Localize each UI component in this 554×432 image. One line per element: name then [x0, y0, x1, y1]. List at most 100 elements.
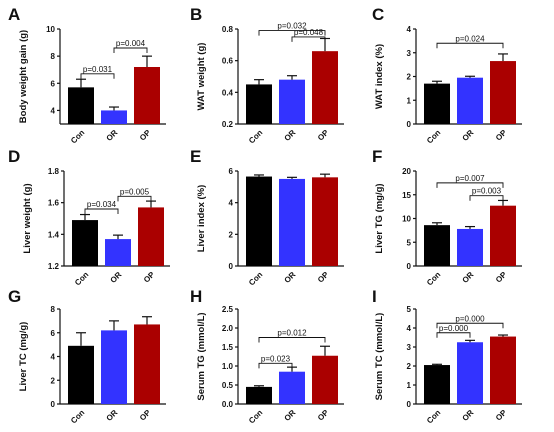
bar-con: [68, 87, 94, 124]
bar-con: [72, 220, 98, 266]
y-tick-label: 1.2: [48, 262, 60, 271]
bar-or: [101, 110, 127, 124]
panel-f: F Liver TG (mg/g) 0 5 10 15 20 Con OR OP p=0.007 p=…: [372, 147, 522, 287]
p-value-label: p=0.034: [87, 200, 117, 209]
category-label-con: Con: [69, 408, 86, 425]
panel-letter: G: [8, 287, 21, 306]
p-value-label: p=0.000: [439, 324, 469, 333]
y-tick-label: 1.8: [48, 167, 60, 176]
y-tick-label: 4: [51, 353, 56, 362]
y-tick-label: 1: [407, 381, 412, 390]
p-value-label: p=0.005: [120, 187, 150, 196]
y-tick-label: 0.0: [222, 400, 234, 409]
bar-op: [134, 67, 160, 124]
bar-or: [279, 178, 305, 266]
category-label-con: Con: [69, 128, 86, 145]
bar-op: [490, 336, 516, 404]
bar-con: [246, 386, 272, 404]
category-label-op: OP: [316, 408, 331, 423]
category-label-or: OR: [283, 408, 298, 423]
bar-or: [279, 79, 305, 124]
panel-i: I Serum TC (mmol/L) 0 1 2 3 4 5 Con OR OP p=0.000p=…: [372, 287, 522, 425]
category-label-op: OP: [494, 270, 509, 285]
category-label-con: Con: [247, 270, 264, 287]
bar-op: [490, 205, 516, 266]
panel-letter: D: [8, 147, 20, 166]
p-value-label: p=0.024: [455, 34, 485, 43]
y-tick-label: 6: [229, 167, 234, 176]
significance-bracket: [84, 208, 119, 214]
panel-letter: I: [372, 287, 377, 306]
p-value-label: p=0.032: [277, 22, 307, 31]
y-axis-label: Liver TG (mg/g): [374, 183, 385, 253]
category-label-op: OP: [138, 128, 153, 143]
panel-letter: F: [372, 147, 382, 166]
bar-op: [312, 177, 338, 266]
y-axis-label: Serum TC (mmol/L): [374, 313, 385, 401]
y-tick-label: 2: [407, 73, 412, 82]
bar-con: [424, 225, 450, 266]
bar-or: [457, 342, 483, 404]
significance-bracket: [469, 195, 504, 201]
y-tick-label: 2: [51, 376, 56, 385]
significance-bracket: [291, 36, 326, 42]
bar-op: [134, 324, 160, 404]
y-tick-label: 3: [407, 49, 412, 58]
y-tick-label: 2.5: [222, 305, 234, 314]
category-label-or: OR: [461, 408, 476, 423]
y-tick-label: 0.8: [222, 25, 234, 34]
category-label-or: OR: [283, 270, 298, 285]
y-tick-label: 4: [51, 106, 56, 115]
panel-b: B WAT weight (g) 0.2 0.4 0.6 0.8 Con OR OP p=0.03…: [190, 5, 344, 145]
significance-bracket: [436, 322, 504, 329]
y-axis-label: Liver TC (mg/g): [18, 322, 29, 392]
bar-or: [101, 330, 127, 404]
category-label-op: OP: [138, 408, 153, 423]
significance-bracket: [436, 42, 504, 49]
y-tick-label: 3: [407, 343, 412, 352]
panel-d: D Liver weight (g) 1.2 1.4 1.6 1.8 Con OR OP p=0.…: [8, 147, 170, 287]
panel-g: G Liver TC (mg/g) 0 2 4 6 8 Con OR OP: [8, 287, 166, 425]
y-tick-label: 1.0: [222, 362, 234, 371]
y-tick-label: 20: [402, 167, 411, 176]
category-label-op: OP: [142, 270, 157, 285]
y-tick-label: 4: [407, 25, 412, 34]
y-tick-label: 0.4: [222, 88, 234, 97]
panel-c: C WAT index (%) 0 1 2 3 4 Con OR OP p=0.024: [372, 5, 522, 145]
y-tick-label: 1.5: [222, 343, 234, 352]
y-tick-label: 1: [407, 96, 412, 105]
y-tick-label: 0: [229, 262, 234, 271]
y-tick-label: 0.5: [222, 381, 234, 390]
category-label-con: Con: [247, 408, 264, 425]
y-tick-label: 10: [46, 25, 55, 34]
y-tick-label: 1.6: [48, 199, 60, 208]
bar-or: [457, 228, 483, 266]
category-label-or: OR: [105, 128, 120, 143]
p-value-label: p=0.000: [455, 314, 485, 323]
category-label-con: Con: [425, 128, 442, 145]
bar-or: [279, 371, 305, 404]
y-axis-label: Body weight gain (g): [18, 30, 29, 123]
y-tick-label: 1.4: [48, 230, 60, 239]
p-value-label: p=0.003: [472, 187, 502, 196]
y-axis-label: WAT index (%): [374, 44, 385, 109]
significance-bracket: [258, 337, 326, 343]
bar-or: [105, 239, 131, 266]
category-label-con: Con: [425, 270, 442, 287]
significance-bracket: [436, 182, 504, 188]
category-label-or: OR: [109, 270, 124, 285]
y-axis-label: Liver weight (g): [22, 183, 33, 253]
y-tick-label: 15: [402, 191, 411, 200]
bar-op: [312, 355, 338, 404]
category-label-op: OP: [316, 270, 331, 285]
p-value-label: p=0.031: [83, 65, 113, 74]
category-label-or: OR: [461, 128, 476, 143]
y-tick-label: 5: [407, 238, 412, 247]
significance-bracket: [117, 195, 152, 202]
significance-bracket: [436, 332, 471, 338]
panel-e: E Liver index (%) 0 2 4 6 Con OR OP: [190, 147, 344, 287]
y-tick-label: 5: [407, 305, 412, 314]
y-tick-label: 2.0: [222, 324, 234, 333]
y-tick-label: 2: [229, 230, 234, 239]
panel-h: H Serum TG (mmol/L) 0.0 0.5 1.0 1.5 2.0 2.5 Con O…: [190, 287, 344, 425]
